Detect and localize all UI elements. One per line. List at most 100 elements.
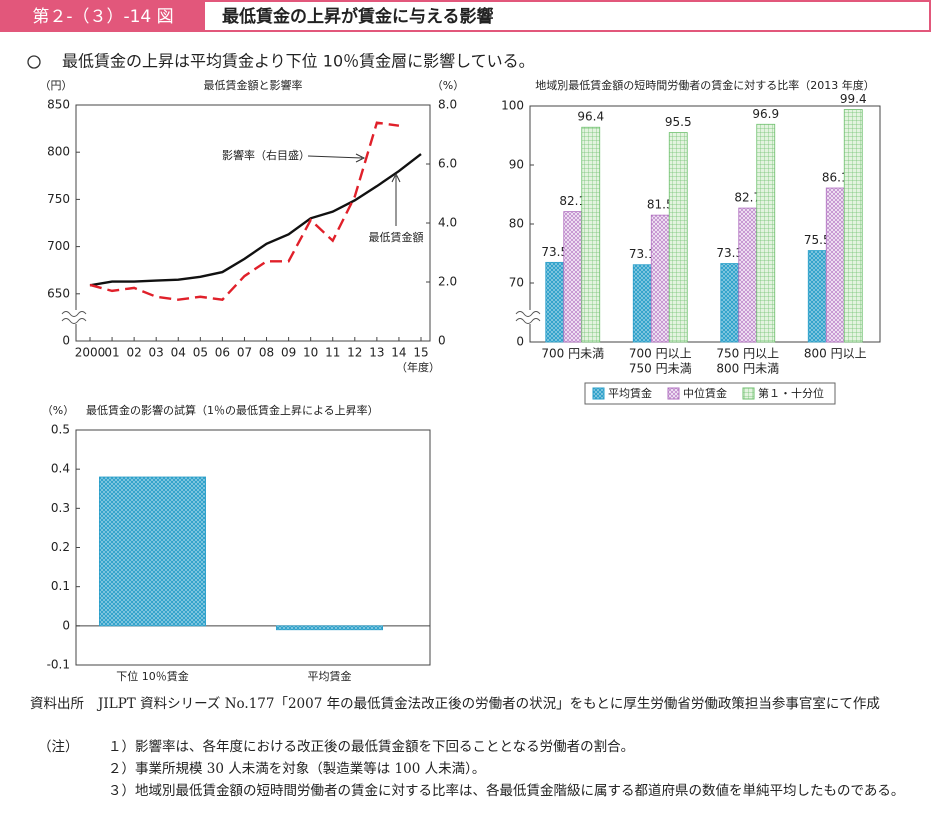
bullet	[27, 55, 41, 69]
x-tick-label: 02	[126, 346, 141, 360]
note-item: １）影響率は、各年度における改正後の最低賃金額を下回ることとなる労働者の割合。	[108, 739, 635, 755]
x-tick-label: 700 円以上	[629, 347, 692, 361]
bar	[581, 126, 601, 343]
bar	[275, 625, 383, 631]
value-label: 82.1	[559, 194, 586, 208]
line-series	[89, 153, 422, 287]
note-item: ３）地域別最低賃金額の短時間労働者の賃金に対する比率は、各最低賃金階級に属する都…	[108, 783, 905, 799]
legend-frame	[584, 382, 836, 405]
x-tick-label: 下位 10％賃金	[116, 669, 189, 683]
figure: 第２-（３）-14 図 最低賃金の上昇が賃金に与える影響 最低賃金の上昇は平均賃…	[0, 0, 931, 683]
note-item: ２）事業所規模 30 人未満を対象（製造業等は 100 人未満）。	[108, 761, 486, 777]
bar	[825, 187, 845, 343]
x-tick-label: 01	[104, 346, 119, 360]
header-title: 最低賃金の上昇が賃金に与える影響	[222, 6, 494, 27]
bar	[843, 109, 863, 343]
y-tick-label: 0.1	[51, 579, 70, 593]
y-tick-label: 80	[509, 217, 524, 231]
legend-swatch	[667, 387, 680, 400]
value-label: 96.4	[577, 110, 604, 124]
chart-title: 地域別最低賃金額の短時間労働者の賃金に対する比率（2013 年度）	[535, 78, 875, 92]
x-tick-label: 15	[413, 346, 428, 360]
x-unit: （年度）	[396, 360, 440, 374]
x-tick-label: 10	[303, 346, 318, 360]
y-tick-label: 750	[47, 192, 70, 206]
bar	[807, 250, 827, 343]
y-unit: （%）	[42, 404, 74, 417]
x-tick-label: 800 円以上	[804, 347, 867, 361]
bar	[668, 132, 688, 343]
x-tick-label: 13	[369, 346, 384, 360]
value-label: 96.9	[752, 107, 779, 121]
y2-tick-label: 0	[438, 334, 446, 348]
y-tick-label: 0.5	[51, 423, 70, 437]
y-tick-label: 0.2	[51, 540, 70, 554]
annotation: 影響率（右目盛）	[222, 148, 310, 162]
bar	[563, 211, 583, 343]
source-text: JILPT 資料シリーズ No.177「2007 年の最低賃金法改正後の労働者の…	[98, 696, 880, 712]
y-unit: （円）	[40, 79, 73, 92]
legend-swatch	[742, 387, 755, 400]
legend-swatch	[592, 387, 605, 400]
value-label: 82.7	[734, 191, 761, 205]
y2-tick-label: 6.0	[438, 157, 457, 171]
value-label: 75.5	[804, 233, 831, 247]
annotation: 最低賃金額	[369, 230, 424, 244]
x-tick-label: 08	[259, 346, 274, 360]
axis-break	[61, 311, 87, 324]
y2-tick-label: 2.0	[438, 275, 457, 289]
notes-label: （注）	[38, 739, 79, 755]
y-tick-label: 70	[509, 276, 524, 290]
y-tick-label: 0.4	[51, 462, 70, 476]
annotation-arrow	[391, 172, 401, 226]
x-tick-label: 12	[347, 346, 362, 360]
value-label: 73.5	[541, 245, 568, 259]
y-tick-label: 100	[501, 99, 524, 113]
x-tick-label: 平均賃金	[308, 669, 352, 683]
bar	[545, 261, 565, 343]
y-tick-label: 800	[47, 145, 70, 159]
y2-tick-label: 8.0	[438, 98, 457, 112]
y-tick-label: 0	[516, 335, 524, 349]
x-tick-label: 800 円未満	[716, 362, 779, 376]
value-label: 73.1	[629, 247, 656, 261]
value-label: 99.4	[840, 92, 867, 106]
x-tick-label: 09	[281, 346, 296, 360]
bar	[650, 214, 670, 343]
value-label: 73.3	[716, 246, 743, 260]
y-tick-label: 850	[47, 98, 70, 112]
legend-label: 第１・十分位	[758, 386, 824, 400]
y-tick-label: 0	[62, 618, 70, 632]
source-label: 資料出所	[30, 696, 84, 712]
bar	[99, 476, 206, 627]
x-tick-label: 07	[237, 346, 252, 360]
y-tick-label: 700	[47, 239, 70, 253]
value-label: 86.1	[822, 171, 849, 185]
header-label: 第２-（３）-14 図	[32, 7, 173, 27]
x-tick-label: 700 円未満	[541, 347, 604, 361]
chart-title: 最低賃金の影響の試算（1％の最低賃金上昇による上昇率）	[86, 403, 379, 417]
y2-tick-label: 4.0	[438, 216, 457, 230]
source: 資料出所 JILPT 資料シリーズ No.177「2007 年の最低賃金法改正後の…	[30, 694, 932, 716]
x-tick-label: 11	[325, 346, 340, 360]
x-tick-label: 750 円以上	[716, 347, 779, 361]
y-tick-label: -0.1	[47, 658, 70, 672]
bar	[756, 123, 776, 343]
legend-label: 平均賃金	[608, 386, 652, 400]
x-tick-label: 03	[149, 346, 164, 360]
x-tick-label: 06	[215, 346, 230, 360]
y-tick-label: 650	[47, 286, 70, 300]
value-label: 95.5	[665, 115, 692, 129]
annotation-arrow	[307, 153, 366, 163]
y-tick-label: 90	[509, 158, 524, 172]
axis-break	[515, 311, 541, 324]
header-label-box	[1, 1, 205, 31]
line-series	[89, 121, 400, 301]
x-tick-label: 2000	[75, 346, 106, 360]
bar	[738, 207, 758, 343]
y2-unit: （%）	[432, 79, 464, 92]
x-tick-label: 750 円未満	[629, 362, 692, 376]
legend-label: 中位賃金	[683, 386, 727, 400]
y-tick-label: 0.3	[51, 501, 70, 515]
